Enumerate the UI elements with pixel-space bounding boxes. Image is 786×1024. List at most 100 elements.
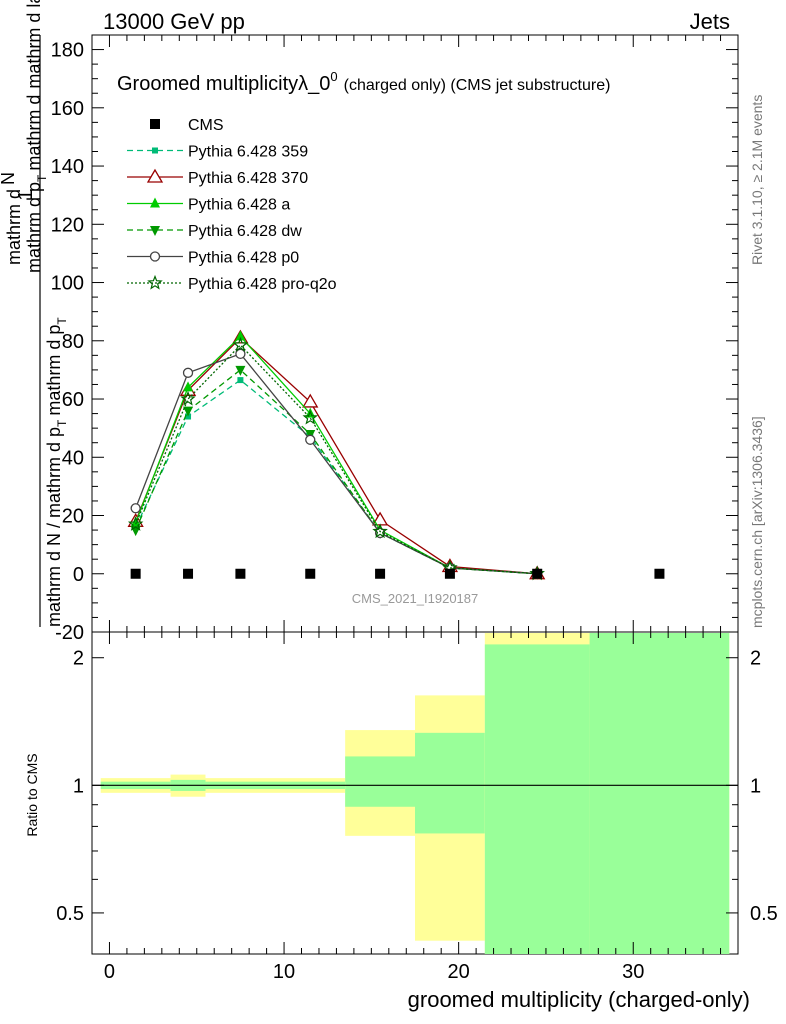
main-ytick-label: 80 [62,331,84,353]
y-label-denominator-b: mathrm d p [44,325,64,416]
series-point-5 [180,390,196,406]
series-point-4 [182,367,194,378]
y-label-top-a: mathrm d [4,189,24,265]
ratio-panel-frame [91,631,739,955]
data-point [183,568,194,579]
series-point-4 [305,434,316,445]
x-ticks: 0 10 20 30 [104,35,722,983]
legend-marker-4 [149,251,161,262]
y-label-line2-sub: T [35,174,49,182]
data-point [375,568,386,579]
legend-label-2: Pythia 6.428 a [188,197,290,214]
series-point-0 [237,377,244,384]
data-points-layer [130,568,665,579]
legend: CMS Pythia 6.428 359 Pythia 6.428 370 Pythi… [127,117,337,293]
y-label-top: mathrm d N [0,172,24,265]
ratio-ytick-label-left: 0.5 [56,903,84,925]
ratio-bands [100,633,730,954]
ratio-ytick-label-left: 1 [73,775,84,797]
header-left: 13000 GeV pp [103,9,245,34]
legend-marker-data [150,119,160,129]
main-ytick-label: -20 [55,622,84,644]
legend-marker-3 [150,226,160,236]
y-label-denominator-b-sub: T [55,317,69,325]
legend-label-0: Pythia 6.428 359 [188,144,308,161]
y-label-denominator: mathrm d N / mathrm d pTmathrm d pT [44,317,69,627]
series-point-4 [130,503,141,514]
ratio-ytick-label-right: 1 [750,775,761,797]
ratio-stat-band-5 [484,644,590,954]
y-label-denominator-a-sub: T [55,419,69,427]
main-ytick-label: 100 [51,273,84,295]
legend-label-3: Pythia 6.428 dw [188,223,302,240]
series-line-3 [135,369,538,575]
data-point [235,568,246,579]
ratio-stat-band-6 [589,633,730,954]
y-label-line2-a: mathrm d p [24,182,44,273]
legend-marker-0 [152,147,158,154]
y-label-line2-b: mathrm d [24,95,44,171]
data-point [444,568,455,579]
ratio-ytick-label-left: 2 [73,648,84,670]
ratio-stat-band-4 [415,732,485,834]
data-point [532,568,543,579]
legend-label-data: CMS [188,117,224,134]
data-point [305,568,316,579]
series-point-3 [183,406,194,417]
xtick-label: 10 [273,961,295,983]
plot-title-suffix: (charged only) (CMS jet substructure) [344,77,611,94]
series-point-5 [232,336,249,352]
y-label-denominator-a: mathrm d N / mathrm d p [44,427,64,627]
series-line-2 [135,335,538,575]
series-point-2 [235,330,246,341]
main-ytick-label: 160 [51,98,84,120]
series-line-0 [135,379,538,575]
y-label-tail: mathrm d lambda [24,0,44,89]
series-point-4 [235,348,246,360]
ratio-ytick-label-right: 2 [750,648,761,670]
watermark: CMS_2021_I1920187 [352,591,479,606]
legend-marker-1 [146,168,164,183]
xtick-label: 30 [622,961,644,983]
main-y-ticks: -20 0 20 40 60 80 100 120 140 160 180 [51,34,738,644]
y-label-top-b: N [0,172,18,185]
series-point-5 [302,409,318,425]
plot-title-main: Groomed multiplicityλ_0 [117,73,330,95]
ratio-ytick-label-right: 0.5 [750,903,778,925]
header-right: Jets [690,9,730,34]
series-layer [127,329,546,581]
series-line-1 [135,336,538,575]
data-point [654,568,665,579]
plot-title: Groomed multiplicityλ_00 (charged only) (… [117,69,610,95]
series-point-1 [302,393,319,408]
main-ytick-label: 20 [62,506,84,528]
y-label-line2: mathrm d pTmathrm d mathrm d lambda [24,0,49,273]
series-point-3 [235,365,246,376]
main-ytick-label: 40 [62,447,84,469]
series-point-5 [372,523,388,539]
series-line-4 [135,353,538,575]
ratio-y-ticks: 0.5 0.5 1 1 2 2 [56,648,778,925]
ratio-y-label: Ratio to CMS [24,753,40,836]
rivet-label: Rivet 3.1.10, ≥ 2.1M events [749,95,765,265]
series-point-2 [130,516,141,527]
mcplots-label: mcplots.cern.ch [arXiv:1306.3436] [749,416,765,628]
xtick-label: 0 [104,961,115,983]
legend-marker-5 [147,274,163,290]
legend-marker-2 [150,197,160,208]
legend-label-5: Pythia 6.428 pro-q2o [188,276,337,293]
legend-label-4: Pythia 6.428 p0 [188,250,299,267]
data-point [130,568,141,579]
series-point-5 [127,516,144,531]
legend-label-1: Pythia 6.428 370 [188,170,308,187]
ratio-stat-band-3 [345,756,415,807]
y-axis-label: 1 mathrm d N / mathrm d pTmathrm d pT ma… [0,0,69,627]
x-axis-label: groomed multiplicity (charged-only) [408,987,750,1012]
plot-title-sup: 0 [330,69,337,84]
main-ytick-label: 120 [51,214,84,236]
main-ytick-label: 180 [51,40,84,62]
main-ytick-label: 0 [73,564,84,586]
xtick-label: 20 [448,961,470,983]
main-ytick-label: 140 [51,156,84,178]
